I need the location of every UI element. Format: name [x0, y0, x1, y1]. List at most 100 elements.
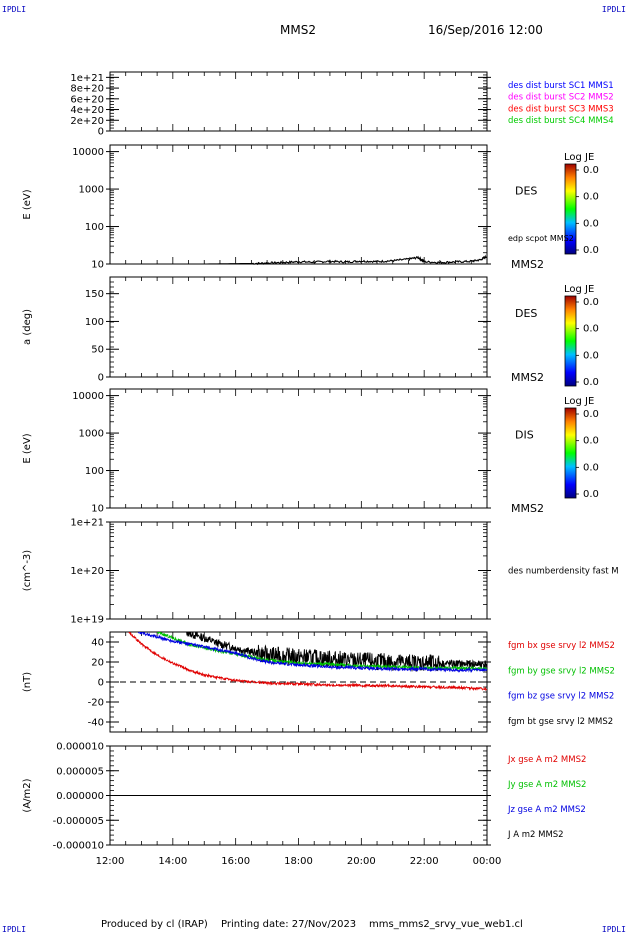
- des-dist-burst-ytick-label: 8e+20: [70, 84, 104, 95]
- dis-energy-ytick-label: 10000: [72, 391, 104, 402]
- fgm-series-line: [128, 632, 487, 692]
- des-energy-colorbar-label: 0.0: [583, 245, 599, 256]
- des-energy-ytick-label: 10: [91, 260, 104, 271]
- des-pitch-colorbar-label: 0.0: [583, 324, 599, 335]
- corner-label-bottom-left: IPDLI: [2, 925, 27, 934]
- current-density-legend-entry: Jx gse A m2 MMS2: [507, 755, 586, 765]
- des-energy-spacecraft-label: MMS2: [511, 258, 544, 271]
- des-energy-colorbar-title: Log JE: [564, 152, 594, 163]
- current-density-ylabel: (A/m2): [22, 778, 33, 812]
- fgm-series-line: [137, 632, 487, 674]
- des-density-ytick-label: 1e+20: [70, 566, 104, 577]
- current-density-ytick-label: -0.000005: [53, 816, 104, 827]
- fgm-legend-entry: fgm bz gse srvy l2 MMS2: [508, 692, 614, 702]
- dis-energy-colorbar-label: 0.0: [583, 462, 599, 473]
- des-energy-overlay-label: edp scpot MMS2: [508, 234, 574, 243]
- des-dist-burst-ytick-label: 6e+20: [70, 94, 104, 105]
- fgm-ytick-label: 40: [91, 638, 104, 649]
- des-energy-colorbar-label: 0.0: [583, 218, 599, 229]
- current-density-ytick-label: 0.000000: [56, 791, 104, 802]
- fgm-ytick-label: -20: [88, 698, 104, 709]
- current-density-ytick-label: 0.000005: [56, 766, 104, 777]
- dis-energy-colorbar: [564, 407, 577, 499]
- x-tick-label: 22:00: [410, 856, 439, 867]
- des-pitch-ytick-label: 100: [85, 317, 104, 328]
- des-energy-ytick-label: 10000: [72, 147, 104, 158]
- des-dist-burst-ytick-label: 0: [98, 127, 104, 138]
- fgm-ytick-label: 0: [98, 678, 104, 689]
- des-density-ylabel: (cm^-3): [22, 550, 33, 591]
- x-tick-label: 18:00: [284, 856, 313, 867]
- fgm-legend-entry: fgm by gse srvy l2 MMS2: [508, 666, 615, 676]
- des-dist-burst-legend-entry: des dist burst SC2 MMS2: [508, 93, 614, 103]
- dis-energy-colorbar-label: 0.0: [583, 409, 599, 420]
- dis-energy-colorbar-label: 0.0: [583, 436, 599, 447]
- des-pitch-ylabel: a (deg): [22, 309, 33, 345]
- dis-energy-colorbar-title: Log JE: [564, 396, 594, 407]
- des-pitch-ytick-label: 50: [91, 345, 104, 356]
- fgm-legend-entry: fgm bt gse srvy l2 MMS2: [508, 717, 613, 727]
- des-energy-scpot-line: [110, 254, 488, 266]
- current-density-ytick-label: 0.000010: [56, 742, 104, 753]
- des-energy-ytick-label: 100: [85, 222, 104, 233]
- des-pitch-instrument-label: DES: [515, 307, 537, 320]
- corner-label-bottom-right: IPDLI: [601, 925, 626, 934]
- footer-script-name: mms_mms2_srvy_vue_web1.cl: [369, 919, 523, 930]
- fgm-legend-entry: fgm bx gse srvy l2 MMS2: [508, 641, 615, 651]
- fgm-ytick-label: 20: [91, 658, 104, 669]
- corner-label-top-right: IPDLI: [601, 5, 626, 14]
- dis-energy-ylabel: E (eV): [22, 433, 33, 463]
- footer-printing-date: Printing date: 27/Nov/2023: [221, 919, 357, 930]
- des-energy-colorbar: [564, 163, 577, 255]
- corner-label-top-left: IPDLI: [2, 5, 27, 14]
- des-pitch-ytick-label: 0: [98, 373, 104, 384]
- current-density-legend-entry: Jz gse A m2 MMS2: [507, 805, 586, 815]
- des-pitch-frame: [109, 276, 488, 378]
- current-density-legend-entry: J A m2 MMS2: [507, 830, 564, 840]
- x-tick-label: 00:00: [473, 856, 502, 867]
- des-energy-colorbar-label: 0.0: [583, 192, 599, 203]
- des-dist-burst-legend-entry: des dist burst SC1 MMS1: [508, 81, 614, 91]
- fgm-ytick-label: -40: [88, 718, 104, 729]
- des-density-ytick-label: 1e+19: [70, 615, 104, 626]
- footer-producer: Produced by cl (IRAP): [101, 919, 208, 930]
- des-pitch-ytick-label: 150: [85, 289, 104, 300]
- fgm-ylabel: (nT): [22, 672, 33, 692]
- des-pitch-colorbar-label: 0.0: [583, 350, 599, 361]
- des-density-legend-entry: des numberdensity fast M: [508, 567, 619, 577]
- des-dist-burst-frame: [109, 71, 488, 132]
- des-dist-burst-legend-entry: des dist burst SC4 MMS4: [508, 116, 614, 126]
- dis-energy-spacecraft-label: MMS2: [511, 502, 544, 515]
- current-density-legend-entry: Jy gse A m2 MMS2: [507, 780, 586, 790]
- dis-energy-ytick-label: 1000: [79, 429, 104, 440]
- des-pitch-colorbar: [564, 295, 577, 387]
- fgm-series-line: [186, 632, 487, 672]
- des-density-ytick-label: 1e+21: [70, 518, 104, 529]
- des-pitch-colorbar-label: 0.0: [583, 297, 599, 308]
- des-pitch-colorbar-label: 0.0: [583, 377, 599, 388]
- spacecraft-title: MMS2: [280, 23, 316, 37]
- x-tick-label: 12:00: [96, 856, 125, 867]
- x-tick-label: 14:00: [158, 856, 187, 867]
- x-tick-label: 20:00: [347, 856, 376, 867]
- dis-energy-ytick-label: 100: [85, 466, 104, 477]
- des-energy-ylabel: E (eV): [22, 189, 33, 219]
- des-pitch-spacecraft-label: MMS2: [511, 371, 544, 384]
- des-density-frame: [109, 521, 488, 620]
- dis-energy-instrument-label: DIS: [515, 429, 534, 442]
- des-energy-ytick-label: 1000: [79, 185, 104, 196]
- des-dist-burst-ytick-label: 1e+21: [70, 73, 104, 84]
- dis-energy-colorbar-label: 0.0: [583, 489, 599, 500]
- des-energy-colorbar-label: 0.0: [583, 165, 599, 176]
- dis-energy-ytick-label: 10: [91, 504, 104, 515]
- plot-datetime: 16/Sep/2016 12:00: [428, 23, 543, 37]
- des-energy-instrument-label: DES: [515, 185, 537, 198]
- des-pitch-colorbar-title: Log JE: [564, 284, 594, 295]
- fgm-series-line: [156, 632, 487, 672]
- des-dist-burst-ytick-label: 4e+20: [70, 105, 104, 116]
- dis-energy-frame: [109, 388, 488, 509]
- current-density-ytick-label: -0.000010: [53, 841, 104, 852]
- des-energy-frame: [109, 144, 488, 265]
- des-dist-burst-legend-entry: des dist burst SC3 MMS3: [508, 104, 614, 114]
